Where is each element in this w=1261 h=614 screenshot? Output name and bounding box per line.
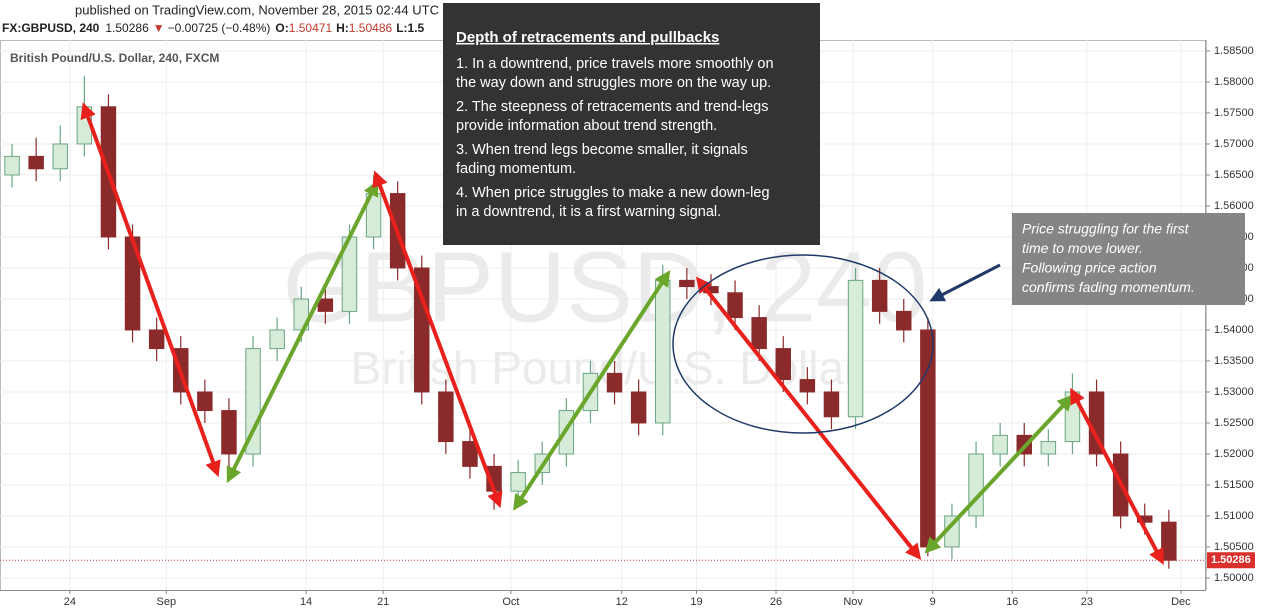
price-axis-bg bbox=[1206, 40, 1261, 614]
candle-body bbox=[871, 279, 888, 312]
box-item: the way down and struggles more on the w… bbox=[456, 75, 771, 91]
high: 1.50486 bbox=[349, 21, 393, 35]
candle-body bbox=[1040, 441, 1057, 455]
symbol: FX:GBPUSD, 240 bbox=[2, 21, 100, 35]
x-tick-label: Dec bbox=[1171, 596, 1191, 608]
candle-body bbox=[896, 310, 912, 331]
candle-body bbox=[751, 317, 767, 350]
y-tick-label: 1.50000 bbox=[1214, 572, 1254, 584]
candle-body bbox=[727, 292, 743, 319]
box-item: 3. When trend legs become smaller, it si… bbox=[456, 142, 748, 158]
candle-body bbox=[775, 348, 791, 381]
low-label: L:1.5 bbox=[396, 21, 424, 35]
x-tick-label: 19 bbox=[690, 596, 702, 608]
candle-body bbox=[52, 143, 68, 170]
candle-body bbox=[679, 279, 695, 288]
candle-body bbox=[799, 379, 816, 393]
y-tick-label: 1.50500 bbox=[1214, 541, 1254, 553]
note-line: confirms fading momentum. bbox=[1022, 279, 1195, 295]
x-tick-label: 23 bbox=[1081, 596, 1093, 608]
marks bbox=[0, 75, 1205, 569]
box-item: 1. In a downtrend, price travels more sm… bbox=[456, 56, 774, 72]
change-arrow: ▼ bbox=[153, 21, 165, 35]
candle-body bbox=[317, 298, 334, 312]
highlight-ellipse bbox=[672, 254, 934, 434]
trend-arrow bbox=[513, 270, 671, 511]
box-item: 2. The steepness of retracements and tre… bbox=[456, 99, 768, 115]
last-price-label: 1.50286 bbox=[1211, 554, 1251, 566]
y-tick-label: 1.57500 bbox=[1214, 107, 1254, 119]
published: published on TradingView.com, November 2… bbox=[75, 2, 439, 17]
candle-body bbox=[28, 155, 44, 170]
trend-arrow bbox=[695, 276, 922, 561]
candle-body bbox=[438, 391, 454, 443]
x-tick-label: Nov bbox=[843, 596, 863, 608]
y-tick-label: 1.52000 bbox=[1214, 448, 1254, 460]
x-tick-label: 26 bbox=[770, 596, 782, 608]
info-box: Depth of retracements and pullbacks 1. In… bbox=[443, 3, 820, 245]
candle-body bbox=[221, 410, 237, 455]
note-line: Price struggling for the first bbox=[1022, 221, 1190, 237]
box-title: Depth of retracements and pullbacks bbox=[456, 29, 719, 46]
quote-line: FX:GBPUSD, 240 1.50286 ▼ −0.00725 (−0.48%) O… bbox=[2, 21, 425, 35]
watermark: GBPUSD, 240 bbox=[283, 231, 928, 343]
y-tick-label: 1.57000 bbox=[1214, 138, 1254, 150]
candle-body bbox=[823, 391, 840, 418]
x-tick-label: 12 bbox=[616, 596, 628, 608]
y-tick-label: 1.52500 bbox=[1214, 417, 1254, 429]
y-tick-label: 1.56500 bbox=[1214, 169, 1254, 181]
box-item: fading momentum. bbox=[456, 161, 576, 177]
box-item: in a downtrend, it is a first warning si… bbox=[456, 204, 721, 220]
trend-arrow bbox=[1070, 387, 1164, 565]
box-item: provide information about trend strength… bbox=[456, 118, 717, 134]
high-label: H: bbox=[336, 21, 349, 35]
note-box-bg bbox=[1012, 213, 1245, 305]
box-item: 4. When price struggles to make a new do… bbox=[456, 185, 770, 201]
candle-body bbox=[847, 279, 864, 418]
change: −0.00725 (−0.48%) bbox=[168, 21, 271, 35]
candle-body bbox=[606, 372, 623, 393]
trend-arrow bbox=[80, 102, 221, 478]
trend-arrow bbox=[372, 170, 503, 509]
candle-body bbox=[148, 329, 165, 350]
y-tick-label: 1.54000 bbox=[1214, 324, 1254, 336]
trend-arrow bbox=[924, 394, 1074, 554]
note-line: Following price action bbox=[1022, 260, 1157, 276]
note-box: Price struggling for the first time to mo… bbox=[1012, 213, 1245, 305]
x-tick-label: 21 bbox=[377, 596, 389, 608]
y-tick-label: 1.53000 bbox=[1214, 386, 1254, 398]
open: 1.50471 bbox=[289, 21, 333, 35]
candle-body bbox=[630, 391, 647, 424]
y-tick-label: 1.53500 bbox=[1214, 355, 1254, 367]
candle-body bbox=[992, 434, 1008, 455]
note-arrow bbox=[929, 263, 1001, 302]
last: 1.50286 bbox=[105, 21, 149, 35]
candle-body bbox=[4, 155, 20, 176]
chart-title: British Pound/U.S. Dollar, 240, FXCM bbox=[10, 51, 219, 65]
candle-body bbox=[197, 391, 213, 412]
candle-body bbox=[655, 279, 671, 424]
y-tick-label: 1.51000 bbox=[1214, 510, 1254, 522]
x-tick-label: Sep bbox=[157, 596, 177, 608]
last-price-box bbox=[1207, 552, 1255, 569]
x-tick-label: 14 bbox=[300, 596, 312, 608]
x-tick-label: 24 bbox=[64, 596, 76, 608]
candle-body bbox=[1161, 521, 1177, 561]
y-tick-label: 1.56000 bbox=[1214, 200, 1254, 212]
candle-body bbox=[510, 472, 526, 492]
x-tick-label: Oct bbox=[502, 596, 519, 608]
x-tick-label: 9 bbox=[930, 596, 936, 608]
note-line: time to move lower. bbox=[1022, 240, 1143, 256]
axes: 1.50000 1.50500 1.51000 1.51500 1.52000 1.525… bbox=[0, 40, 1261, 614]
x-tick-label: 16 bbox=[1006, 596, 1018, 608]
candle-body bbox=[920, 329, 936, 548]
y-tick-label: 1.58500 bbox=[1214, 45, 1254, 57]
candle-body bbox=[269, 329, 285, 350]
open-label: O: bbox=[275, 21, 288, 35]
info-box-bg bbox=[443, 3, 820, 245]
y-tick-label: 1.58000 bbox=[1214, 76, 1254, 88]
y-tick-label: 1.51500 bbox=[1214, 479, 1254, 491]
trend-arrow bbox=[226, 179, 379, 484]
